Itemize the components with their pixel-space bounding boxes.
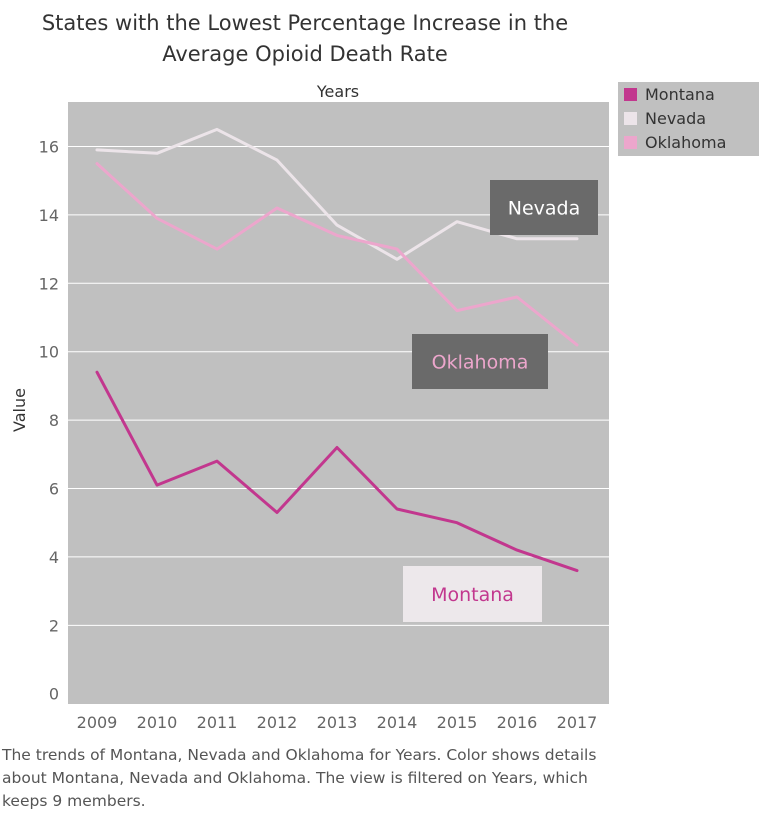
y-tick-label: 4 [49,548,59,567]
annotation-label-montana: Montana [431,584,514,606]
x-tick-label: 2013 [317,713,358,732]
x-tick-label: 2015 [437,713,478,732]
legend-label-nevada: Nevada [645,109,707,128]
legend-label-montana: Montana [645,85,715,104]
y-tick-label: 2 [49,616,59,635]
legend-swatch-montana [624,88,637,101]
legend-swatch-nevada [624,112,637,125]
chart-title-line-2: Average Opioid Death Rate [162,42,448,66]
annotation-label-oklahoma: Oklahoma [432,352,529,374]
annotation-label-nevada: Nevada [508,198,581,220]
legend-item-nevada[interactable]: Nevada [624,107,706,131]
y-tick-label: 16 [39,137,59,156]
x-tick-label: 2011 [197,713,238,732]
y-tick-label: 10 [39,343,59,362]
x-axis-ticks: 2009 2010 2011 2012 2013 2014 2015 2016 2017 [77,713,598,732]
caption-text: The trends of Montana, Nevada and Oklaho… [2,746,597,810]
y-tick-label: 6 [49,480,59,499]
series-line-montana[interactable] [95,370,579,573]
y-tick-label: 14 [39,206,59,225]
x-tick-label: 2010 [137,713,178,732]
y-axis-ticks: 0 2 4 6 8 10 12 14 16 [39,137,59,703]
legend: Montana Nevada Oklahoma [618,82,759,156]
x-tick-label: 2016 [497,713,538,732]
chart-title: States with the Lowest Percentage Increa… [0,8,610,70]
x-tick-label: 2014 [377,713,418,732]
y-tick-label: 8 [49,411,59,430]
x-axis-title: Years [316,82,359,101]
x-tick-label: 2017 [557,713,598,732]
annotation-box-oklahoma [412,334,548,389]
y-tick-label: 0 [49,685,59,704]
annotation-box-nevada [490,180,598,235]
legend-swatch-oklahoma [624,136,637,149]
legend-item-montana[interactable]: Montana [624,83,715,107]
legend-item-oklahoma[interactable]: Oklahoma [624,131,726,155]
series-line-oklahoma[interactable] [95,162,579,347]
y-axis-title: Value [10,388,29,432]
annotation-box-montana [403,566,542,622]
y-tick-label: 12 [39,274,59,293]
chart-title-line-1: States with the Lowest Percentage Increa… [41,11,569,35]
x-tick-label: 2012 [257,713,298,732]
series-annotations: Nevada Oklahoma Montana [403,180,598,622]
legend-label-oklahoma: Oklahoma [645,133,727,152]
x-tick-label: 2009 [77,713,118,732]
